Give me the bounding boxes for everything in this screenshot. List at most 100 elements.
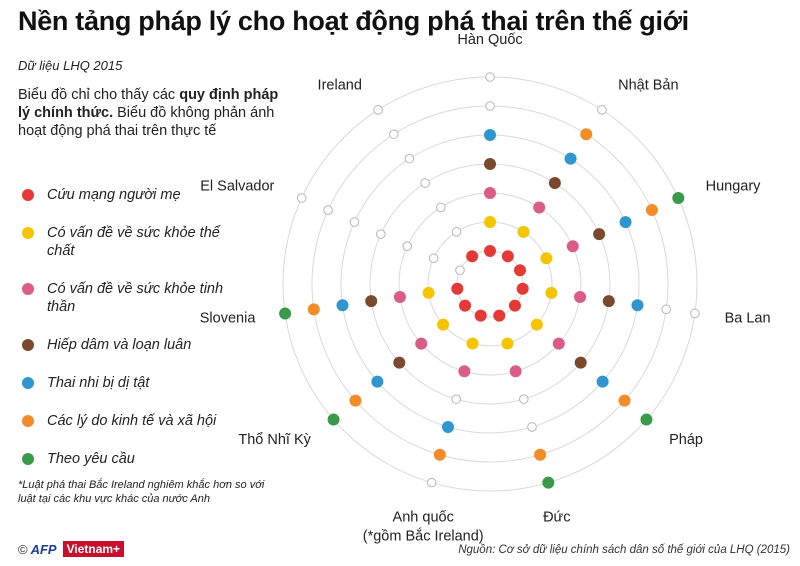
legend-marker bbox=[22, 415, 34, 427]
data-point bbox=[501, 337, 514, 350]
legend-label: Thai nhi bị dị tật bbox=[47, 375, 150, 391]
category-label: Anh quốc (*gồm Bắc Ireland) bbox=[363, 509, 484, 544]
radar-points bbox=[279, 72, 700, 489]
data-point bbox=[564, 152, 577, 165]
legend-item-5: Thai nhi bị dị tật bbox=[18, 374, 248, 392]
data-point bbox=[485, 101, 495, 111]
data-point bbox=[548, 177, 561, 190]
legend-label: Theo yêu cầu bbox=[47, 451, 135, 467]
data-point bbox=[566, 240, 579, 253]
copyright-symbol: © bbox=[18, 541, 28, 557]
data-point bbox=[580, 128, 593, 141]
category-label: Hàn Quốc bbox=[457, 32, 522, 48]
data-point bbox=[393, 290, 406, 303]
data-point bbox=[458, 365, 471, 378]
data-point bbox=[365, 295, 378, 308]
data-point bbox=[459, 299, 472, 312]
data-point bbox=[540, 252, 553, 265]
data-point bbox=[323, 205, 333, 215]
data-point bbox=[388, 129, 399, 140]
data-point bbox=[307, 303, 320, 316]
data-point bbox=[373, 105, 383, 115]
data-point bbox=[428, 253, 439, 264]
data-point bbox=[508, 299, 521, 312]
data-point bbox=[545, 286, 558, 299]
data-point bbox=[690, 308, 700, 319]
data-point bbox=[279, 307, 292, 320]
legend-label: Có vấn đề về sức khỏe thể chất bbox=[47, 225, 220, 259]
category-label: Thổ Nhĩ Kỳ bbox=[238, 432, 311, 448]
data-point bbox=[672, 192, 685, 205]
data-point bbox=[596, 375, 609, 388]
data-point bbox=[451, 227, 462, 237]
data-point bbox=[426, 477, 437, 488]
category-labels: Hàn Quốc Nhật Bản Hungary Ba Lan Pháp Đức Anh … bbox=[200, 32, 771, 544]
afp-logo: AFP bbox=[30, 541, 57, 557]
data-point bbox=[466, 250, 479, 263]
data-point bbox=[484, 216, 496, 228]
data-point bbox=[484, 158, 496, 170]
category-label: Ireland bbox=[318, 78, 362, 94]
data-point bbox=[514, 264, 527, 277]
chart-legend: Cứu mạng người mẹ Có vấn đề về sức khỏe t… bbox=[18, 186, 248, 488]
grid-ring bbox=[340, 134, 640, 434]
legend-item-7: Theo yêu cầu bbox=[18, 450, 248, 468]
data-point bbox=[474, 309, 487, 322]
data-point bbox=[442, 420, 455, 433]
data-point bbox=[485, 72, 495, 82]
data-point bbox=[393, 356, 406, 369]
data-point bbox=[574, 290, 587, 303]
legend-item-3: Có vấn đề về sức khỏe tinh thần bbox=[18, 280, 248, 316]
grid-ring bbox=[369, 163, 611, 405]
legend-marker bbox=[22, 227, 34, 239]
data-point bbox=[597, 105, 607, 115]
data-point bbox=[602, 295, 615, 308]
data-point bbox=[415, 337, 428, 350]
publisher-logo: © AFP Vietnam+ bbox=[18, 540, 125, 558]
data-point bbox=[552, 337, 565, 350]
data-point bbox=[527, 422, 537, 432]
data-point bbox=[618, 394, 631, 407]
note-text-2: Biểu đồ không phản ánh hoạt động phá tha… bbox=[18, 105, 275, 139]
legend-item-6: Các lý do kinh tế và xã hội bbox=[18, 412, 248, 430]
data-point bbox=[402, 241, 413, 251]
vietnamplus-logo: Vietnam+ bbox=[62, 541, 125, 557]
data-point bbox=[484, 245, 496, 257]
data-point bbox=[336, 299, 349, 312]
data-point bbox=[640, 413, 653, 426]
data-point bbox=[451, 394, 461, 404]
data-point bbox=[534, 448, 547, 461]
legend-item-2: Có vấn đề về sức khỏe thể chất bbox=[18, 224, 248, 260]
footnote: *Luật phá thai Bắc Ireland nghiêm khắc h… bbox=[18, 479, 265, 505]
data-point bbox=[404, 153, 415, 164]
legend-item-1: Cứu mạng người mẹ bbox=[18, 186, 248, 204]
data-point bbox=[645, 204, 658, 217]
data-point bbox=[349, 394, 362, 407]
data-point bbox=[371, 375, 384, 388]
data-point bbox=[420, 178, 430, 188]
data-point bbox=[631, 299, 644, 312]
data-point bbox=[433, 448, 446, 461]
chart-subtitle: Dữ liệu LHQ 2015 bbox=[18, 58, 123, 73]
category-label: Đức bbox=[543, 509, 570, 525]
data-point bbox=[436, 202, 446, 213]
legend-label: Cứu mạng người mẹ bbox=[47, 187, 181, 203]
data-point bbox=[451, 282, 464, 295]
legend-marker bbox=[22, 189, 34, 201]
data-point bbox=[349, 217, 360, 227]
data-point bbox=[517, 225, 530, 238]
legend-marker bbox=[22, 377, 34, 389]
legend-label: Các lý do kinh tế và xã hội bbox=[47, 413, 217, 429]
legend-label: Có vấn đề về sức khỏe tinh thần bbox=[47, 281, 224, 315]
category-label: El Salvador bbox=[200, 179, 274, 195]
data-point bbox=[493, 309, 506, 322]
data-point bbox=[542, 476, 555, 489]
data-point bbox=[533, 201, 546, 214]
data-point bbox=[593, 228, 606, 241]
data-point bbox=[519, 394, 529, 404]
data-point bbox=[574, 356, 587, 369]
category-label: Ba Lan bbox=[725, 311, 771, 327]
source-note: Nguồn: Cơ sở dữ liệu chính sách dân số t… bbox=[458, 544, 790, 556]
note-text-1: Biểu đồ chỉ cho thấy các bbox=[18, 87, 180, 103]
legend-label: Hiếp dâm và loạn luân bbox=[47, 337, 192, 353]
